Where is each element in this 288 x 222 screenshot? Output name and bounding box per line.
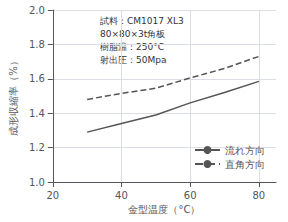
svg-text:成形収縮率（%）: 成形収縮率（%） xyxy=(8,56,19,136)
svg-text:流れ方向: 流れ方向 xyxy=(225,145,265,156)
svg-text:40: 40 xyxy=(115,190,128,201)
svg-text:60: 60 xyxy=(184,190,197,201)
svg-text:1.8: 1.8 xyxy=(29,39,45,50)
svg-text:80: 80 xyxy=(252,190,265,201)
svg-text:2.0: 2.0 xyxy=(29,5,45,16)
svg-text:1.0: 1.0 xyxy=(29,177,45,188)
svg-text:試料：CM1017 XL3: 試料：CM1017 XL3 xyxy=(100,16,184,26)
svg-text:1.6: 1.6 xyxy=(29,73,45,84)
svg-text:1.4: 1.4 xyxy=(29,108,45,119)
svg-text:樹脂温：250°C: 樹脂温：250°C xyxy=(100,42,164,52)
svg-text:射出圧：50Mpa: 射出圧：50Mpa xyxy=(100,55,166,65)
svg-text:20: 20 xyxy=(46,190,59,201)
svg-text:1.2: 1.2 xyxy=(29,142,45,153)
svg-text:金型温度（°C）: 金型温度（°C） xyxy=(128,204,200,215)
svg-text:直角方向: 直角方向 xyxy=(225,159,265,170)
svg-text:80×80×3t角板: 80×80×3t角板 xyxy=(100,29,165,39)
